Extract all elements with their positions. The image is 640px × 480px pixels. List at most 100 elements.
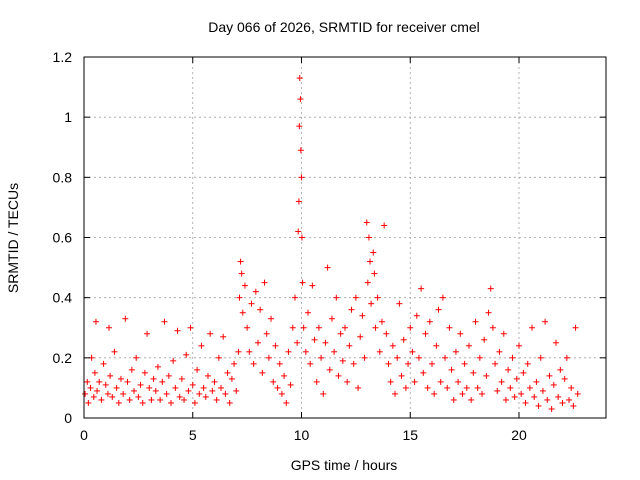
data-point	[446, 324, 453, 331]
data-point	[422, 330, 429, 337]
data-point	[115, 399, 122, 406]
data-point	[365, 234, 372, 241]
data-point	[318, 354, 325, 361]
data-point	[376, 348, 383, 355]
data-point	[533, 378, 540, 385]
data-point	[137, 381, 144, 388]
data-point	[570, 402, 577, 409]
data-point	[194, 366, 201, 373]
grid-lines	[84, 57, 606, 418]
data-point	[324, 264, 331, 271]
data-point	[439, 294, 446, 301]
data-point	[381, 222, 388, 229]
data-point	[378, 318, 385, 325]
data-point	[342, 324, 348, 331]
data-point	[257, 306, 264, 313]
data-point	[368, 300, 375, 307]
data-point	[209, 387, 216, 394]
data-point	[102, 381, 109, 388]
data-point	[185, 387, 192, 394]
data-point	[476, 354, 483, 361]
data-point	[152, 387, 159, 394]
data-point	[85, 399, 92, 406]
data-point	[131, 387, 138, 394]
y-tick-label: 0.4	[53, 290, 73, 306]
data-point	[450, 396, 457, 403]
data-point	[465, 342, 472, 349]
data-point	[572, 324, 579, 331]
data-point	[122, 315, 129, 322]
data-point	[524, 360, 531, 367]
data-point	[200, 384, 207, 391]
data-point	[474, 384, 481, 391]
data-point	[385, 360, 392, 367]
y-tick-label: 1	[64, 109, 72, 125]
data-point	[463, 384, 470, 391]
data-point	[246, 348, 253, 355]
data-point	[339, 357, 346, 364]
data-point	[444, 384, 451, 391]
data-point	[461, 360, 468, 367]
data-point	[498, 378, 505, 385]
data-point	[363, 219, 370, 226]
data-point	[415, 354, 422, 361]
data-point	[144, 330, 151, 337]
data-point	[124, 378, 131, 385]
y-tick-label: 1.2	[53, 49, 73, 65]
data-point	[181, 396, 188, 403]
data-point	[163, 390, 170, 397]
data-point	[502, 396, 509, 403]
data-point	[364, 279, 371, 286]
data-point	[100, 360, 107, 367]
data-point	[479, 390, 486, 397]
data-point	[367, 258, 374, 265]
data-point	[213, 396, 220, 403]
data-point	[529, 324, 536, 331]
data-point	[296, 75, 303, 82]
data-point	[215, 354, 222, 361]
data-point	[98, 396, 105, 403]
data-point	[370, 249, 377, 256]
data-point	[104, 390, 111, 397]
data-point	[537, 354, 544, 361]
data-point	[433, 342, 440, 349]
data-point	[244, 324, 251, 331]
data-point	[557, 366, 564, 373]
data-point	[241, 282, 248, 289]
data-point	[455, 378, 462, 385]
data-point	[198, 342, 205, 349]
data-point	[278, 390, 285, 397]
data-point	[355, 384, 362, 391]
x-axis-title: GPS time / hours	[291, 457, 398, 473]
data-point	[350, 360, 357, 367]
data-point	[348, 306, 355, 313]
data-point	[522, 399, 529, 406]
data-point	[472, 318, 479, 325]
data-point	[168, 399, 174, 406]
data-point	[263, 330, 270, 337]
data-point	[90, 393, 97, 400]
data-point	[224, 369, 231, 376]
data-point	[344, 378, 351, 385]
y-tick-label: 0.2	[53, 350, 73, 366]
data-point	[255, 339, 261, 346]
data-point	[550, 381, 557, 388]
data-point	[297, 96, 304, 103]
data-point	[437, 378, 444, 385]
data-point	[346, 342, 353, 349]
data-point	[135, 393, 142, 400]
data-point	[295, 198, 302, 205]
data-point	[296, 123, 303, 130]
data-point	[361, 354, 368, 361]
data-point	[470, 369, 477, 376]
data-point	[357, 333, 364, 340]
data-point	[442, 354, 449, 361]
data-point	[394, 354, 401, 361]
data-point	[228, 375, 235, 382]
data-point	[272, 342, 279, 349]
data-point	[276, 360, 283, 367]
data-point	[261, 279, 268, 286]
data-point	[196, 390, 203, 397]
data-point	[226, 399, 233, 406]
